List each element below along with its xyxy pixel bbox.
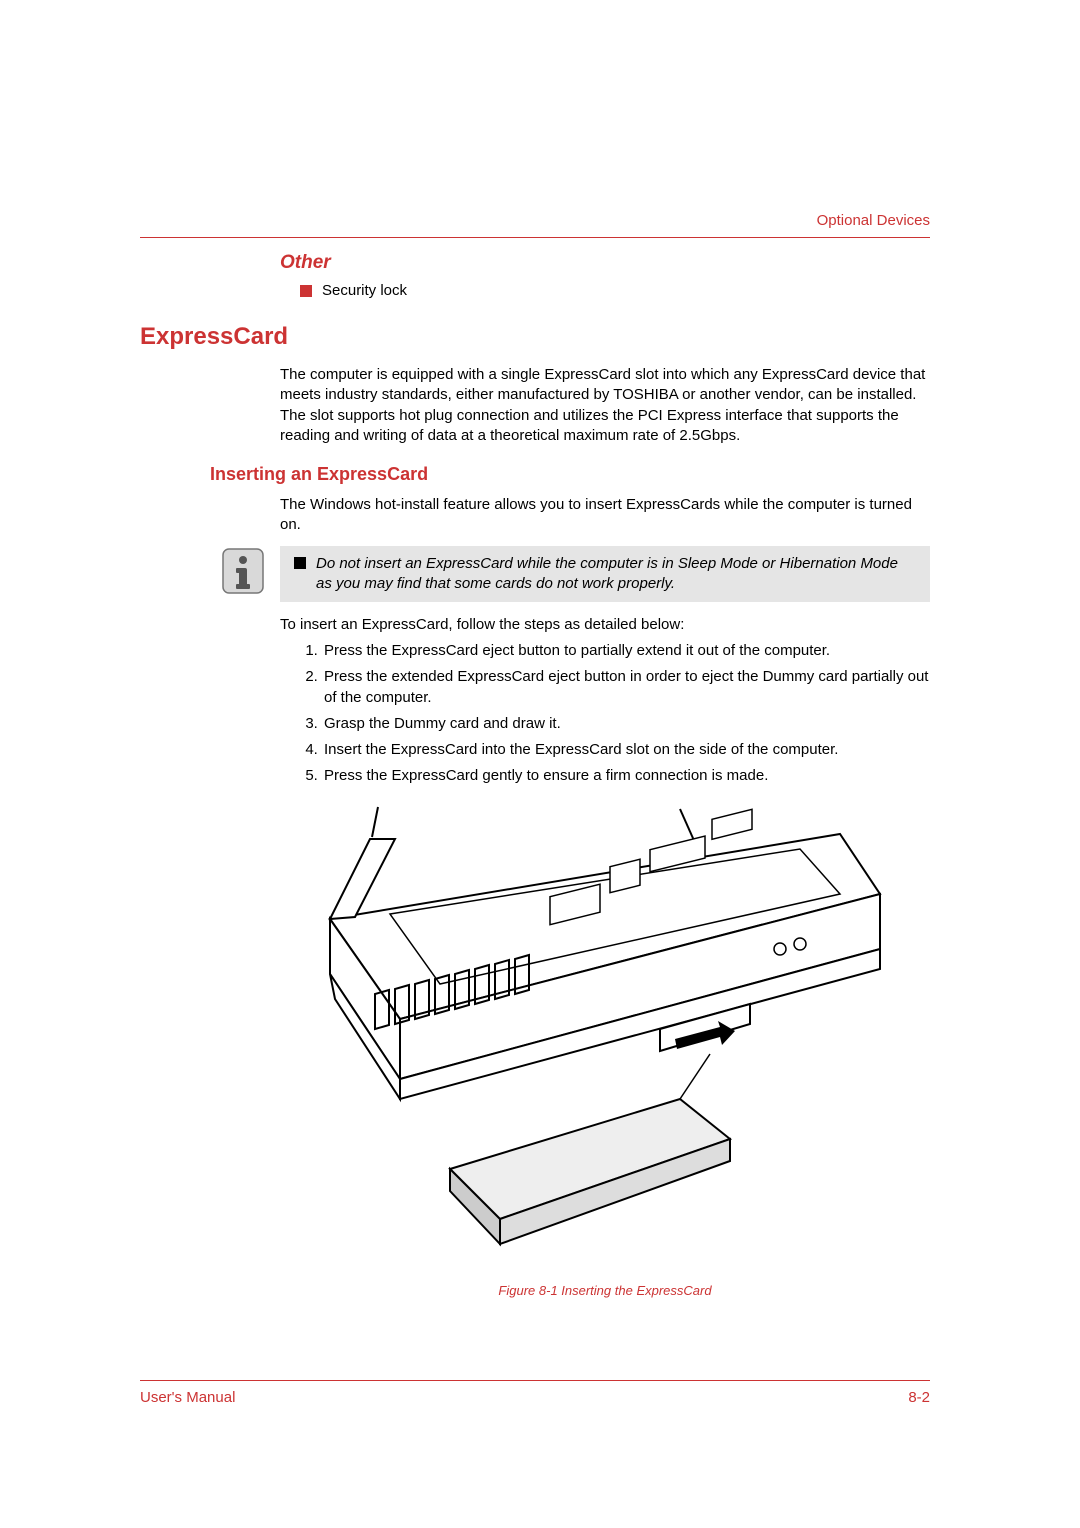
expresscard-intro: The computer is equipped with a single E… bbox=[280, 365, 930, 446]
other-heading: Other bbox=[280, 252, 930, 274]
footer-right: 8-2 bbox=[908, 1389, 930, 1406]
figure-illustration bbox=[280, 799, 890, 1269]
running-footer: User's Manual 8-2 bbox=[140, 1380, 930, 1406]
step-item: Insert the ExpressCard into the ExpressC… bbox=[322, 740, 930, 760]
other-bullet-text: Security lock bbox=[322, 282, 407, 299]
figure-caption: Figure 8-1 Inserting the ExpressCard bbox=[280, 1283, 930, 1298]
expresscard-diagram-icon bbox=[280, 799, 890, 1269]
header-rule bbox=[140, 237, 930, 238]
expresscard-title: ExpressCard bbox=[140, 323, 930, 351]
content-area: Other Security lock ExpressCard The comp… bbox=[140, 252, 930, 1298]
page: Optional Devices Other Security lock Exp… bbox=[0, 0, 1080, 1528]
step-item: Grasp the Dummy card and draw it. bbox=[322, 714, 930, 734]
other-bullet-row: Security lock bbox=[300, 282, 930, 299]
bullet-square-icon bbox=[300, 285, 312, 297]
inserting-heading: Inserting an ExpressCard bbox=[210, 464, 930, 485]
steps-intro: To insert an ExpressCard, follow the ste… bbox=[280, 616, 930, 633]
note-text: Do not insert an ExpressCard while the c… bbox=[316, 554, 916, 595]
running-header: Optional Devices bbox=[140, 212, 930, 256]
info-icon bbox=[222, 548, 264, 594]
note-row: Do not insert an ExpressCard while the c… bbox=[294, 554, 916, 595]
footer-row: User's Manual 8-2 bbox=[140, 1389, 930, 1406]
note-bullet-icon bbox=[294, 557, 306, 569]
header-section-label: Optional Devices bbox=[140, 212, 930, 229]
footer-rule bbox=[140, 1380, 930, 1381]
step-item: Press the ExpressCard eject button to pa… bbox=[322, 641, 930, 661]
step-item: Press the extended ExpressCard eject but… bbox=[322, 667, 930, 708]
inserting-intro: The Windows hot-install feature allows y… bbox=[280, 495, 930, 536]
step-item: Press the ExpressCard gently to ensure a… bbox=[322, 766, 930, 786]
steps-list: Press the ExpressCard eject button to pa… bbox=[300, 641, 930, 787]
footer-left: User's Manual bbox=[140, 1389, 235, 1406]
note-box: Do not insert an ExpressCard while the c… bbox=[280, 546, 930, 603]
